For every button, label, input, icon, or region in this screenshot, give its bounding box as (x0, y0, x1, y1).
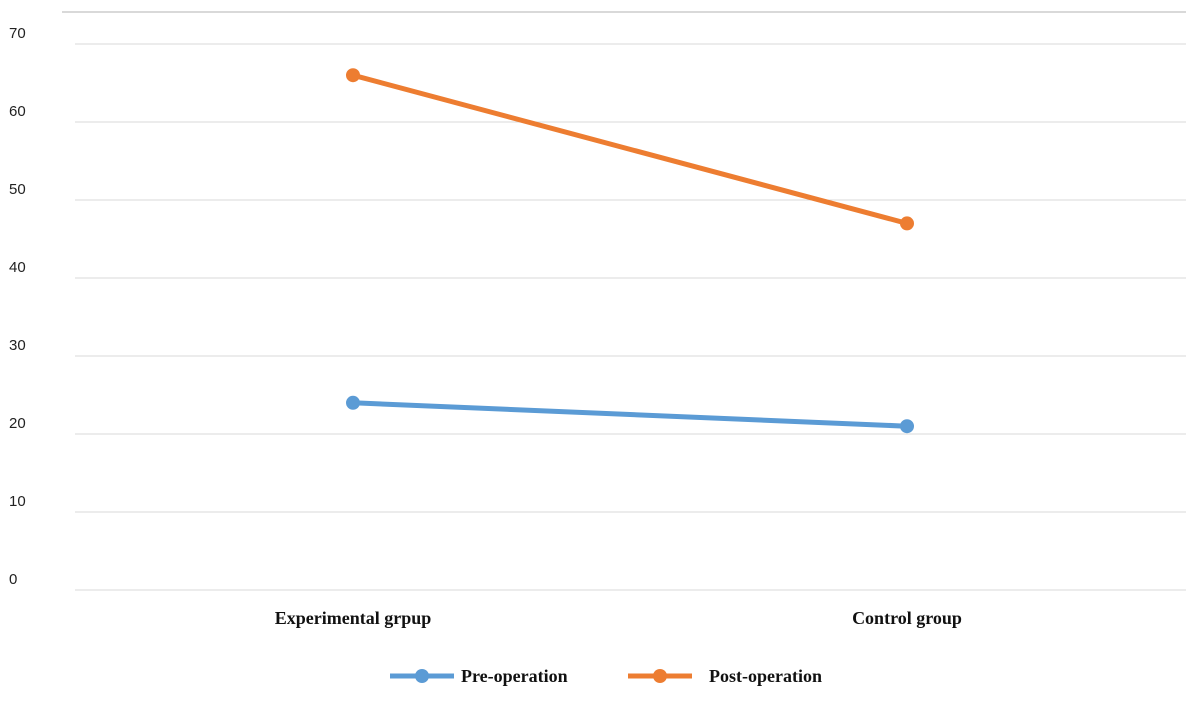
y-tick-label: 50 (9, 181, 26, 198)
y-tick-label: 70 (9, 25, 26, 42)
legend: Pre-operation Post-operation (390, 666, 822, 686)
x-category-label: Experimental grpup (275, 608, 432, 628)
y-axis-ticks: 0 10 20 30 40 50 60 70 (9, 25, 26, 588)
legend-label: Post-operation (709, 666, 822, 686)
series-line-pre-operation (350, 400, 910, 429)
data-point (346, 68, 360, 83)
data-point (900, 216, 914, 231)
data-point (346, 395, 360, 410)
gridlines (75, 43, 1186, 591)
data-point (900, 419, 914, 434)
y-tick-label: 60 (9, 103, 26, 120)
x-axis-categories: Experimental grpup Control group (275, 608, 962, 628)
y-tick-label: 20 (9, 415, 26, 432)
legend-marker (653, 669, 667, 683)
series-line-post-operation (350, 72, 910, 226)
y-tick-label: 0 (9, 571, 17, 588)
legend-label: Pre-operation (461, 666, 568, 686)
y-tick-label: 10 (9, 493, 26, 510)
y-tick-label: 40 (9, 259, 26, 276)
legend-marker (415, 669, 429, 683)
y-tick-label: 30 (9, 337, 26, 354)
x-category-label: Control group (852, 608, 962, 628)
series-group (346, 68, 914, 434)
